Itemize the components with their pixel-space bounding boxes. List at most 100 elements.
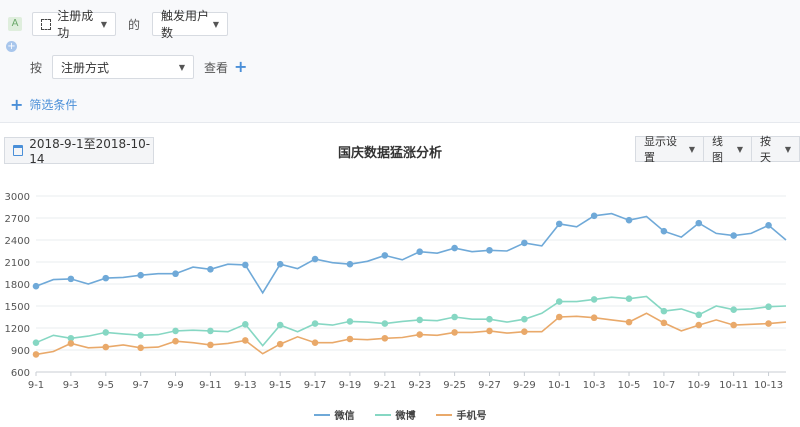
x-tick-label: 10-5 (618, 380, 641, 391)
line-chart: 600 900 1200 1500 1800 2100 2400 2700 3000 9-1 9-3… (5, 192, 787, 391)
x-tick-label: 9-5 (98, 380, 114, 391)
data-point-phone (242, 337, 249, 344)
x-tick-label: 9-13 (234, 380, 257, 391)
add-event-icon[interactable]: + (6, 41, 17, 52)
group-select[interactable]: 注册方式 ▼ (52, 55, 195, 79)
data-point-wechat (207, 266, 214, 273)
display-settings-button[interactable]: 显示设置 ▼ (635, 135, 704, 164)
view-label: 查看 (204, 60, 229, 75)
by-label: 按 (30, 60, 43, 75)
data-point-wechat (346, 260, 354, 268)
plus-icon: + (10, 94, 24, 114)
date-range-button[interactable]: 2018-9-1至2018-10-14 (4, 137, 154, 166)
date-range-label: 2018-9-1至2018-10-14 (29, 137, 151, 166)
filter-link[interactable]: 筛选条件 (29, 98, 78, 112)
data-point-wechat (137, 271, 144, 279)
legend-label: 手机号 (456, 411, 487, 422)
x-tick-label: 9-19 (339, 380, 362, 391)
x-tick-label: 10-1 (548, 380, 571, 391)
data-point-phone (346, 335, 354, 343)
filter-row[interactable]: + 筛选条件 (10, 96, 77, 113)
x-tick-label: 9-11 (199, 380, 222, 391)
legend-item-phone[interactable]: 手机号 (435, 407, 487, 422)
data-point-phone (486, 327, 493, 335)
data-point-weibo (695, 311, 703, 319)
data-point-phone (451, 329, 458, 336)
legend-item-wechat[interactable]: 微信 (313, 407, 355, 422)
data-point-weibo (416, 316, 424, 324)
data-point-phone (67, 340, 75, 347)
chevron-down-icon: ▼ (736, 144, 743, 154)
data-point-weibo (276, 321, 284, 329)
legend-swatch (374, 413, 391, 416)
y-tick-label: 2400 (5, 236, 30, 247)
legend: 微信 微博 手机号 (0, 407, 800, 422)
chevron-down-icon: ▼ (212, 19, 220, 29)
series-line-weibo (35, 295, 787, 347)
add-event-row: + (6, 41, 17, 52)
granularity-label: 按天 (760, 135, 771, 164)
data-point-phone (381, 334, 389, 342)
legend-item-weibo[interactable]: 微博 (374, 407, 416, 422)
data-point-wechat (555, 220, 563, 228)
y-tick-label: 2700 (5, 214, 30, 225)
series-line-wechat (35, 212, 787, 295)
x-tick-label: 9-23 (408, 380, 431, 391)
data-point-weibo (381, 320, 389, 327)
data-point-phone (32, 351, 40, 358)
x-tick-label: 10-9 (687, 380, 710, 391)
data-point-phone (207, 341, 214, 349)
x-tick-label: 9-9 (167, 380, 183, 391)
data-point-phone (311, 339, 319, 346)
data-point-weibo (207, 327, 214, 335)
data-point-weibo (346, 318, 354, 325)
data-point-phone (102, 343, 110, 351)
data-point-wechat (730, 232, 737, 239)
y-tick-label: 900 (11, 346, 30, 357)
x-tick-label: 9-15 (269, 380, 292, 391)
chart-type-label: 线图 (711, 135, 723, 164)
data-point-weibo (172, 327, 179, 335)
display-settings-label: 显示设置 (644, 135, 677, 164)
data-point-weibo (521, 315, 528, 323)
data-point-weibo (765, 303, 772, 311)
granularity-button[interactable]: 按天 ▼ (751, 135, 800, 164)
data-point-phone (416, 331, 424, 338)
chart-options: 显示设置 ▼ 线图 ▼ 按天 ▼ (635, 135, 800, 164)
data-point-weibo (67, 334, 75, 342)
data-point-weibo (486, 315, 493, 323)
data-point-phone (765, 320, 772, 327)
add-group-icon[interactable]: + (234, 57, 248, 76)
event-row: A 注册成功 ▼ 的 触发用户数 ▼ (8, 9, 229, 40)
event-select[interactable]: 注册成功 ▼ (32, 9, 116, 40)
data-point-weibo (590, 296, 598, 303)
data-point-weibo (730, 306, 737, 313)
data-point-wechat (451, 244, 458, 252)
chevron-down-icon: ▼ (178, 62, 186, 72)
metric-select[interactable]: 触发用户数 ▼ (152, 9, 229, 40)
x-tick-label: 9-3 (63, 380, 79, 391)
data-point-phone (625, 318, 633, 326)
legend-swatch (435, 413, 452, 416)
data-point-weibo (102, 329, 110, 336)
data-point-wechat (32, 282, 40, 290)
y-tick-label: 3000 (5, 192, 30, 203)
data-point-weibo (660, 307, 668, 315)
data-point-weibo (32, 339, 40, 346)
event-select-label: 注册成功 (57, 9, 94, 40)
data-point-weibo (242, 321, 249, 328)
x-tick-label: 9-29 (513, 380, 536, 391)
data-point-wechat (242, 261, 249, 269)
data-point-wechat (276, 260, 284, 268)
data-point-weibo (451, 313, 458, 321)
chevron-down-icon: ▼ (688, 144, 695, 154)
data-point-wechat (311, 255, 319, 263)
data-point-wechat (590, 212, 598, 220)
group-select-label: 注册方式 (61, 60, 110, 75)
legend-swatch (313, 413, 330, 416)
x-tick-label: 9-1 (28, 380, 44, 391)
chevron-down-icon: ▼ (784, 144, 792, 154)
data-point-wechat (521, 239, 528, 247)
x-tick-label: 10-13 (754, 380, 783, 391)
chart-type-button[interactable]: 线图 ▼ (702, 135, 752, 164)
